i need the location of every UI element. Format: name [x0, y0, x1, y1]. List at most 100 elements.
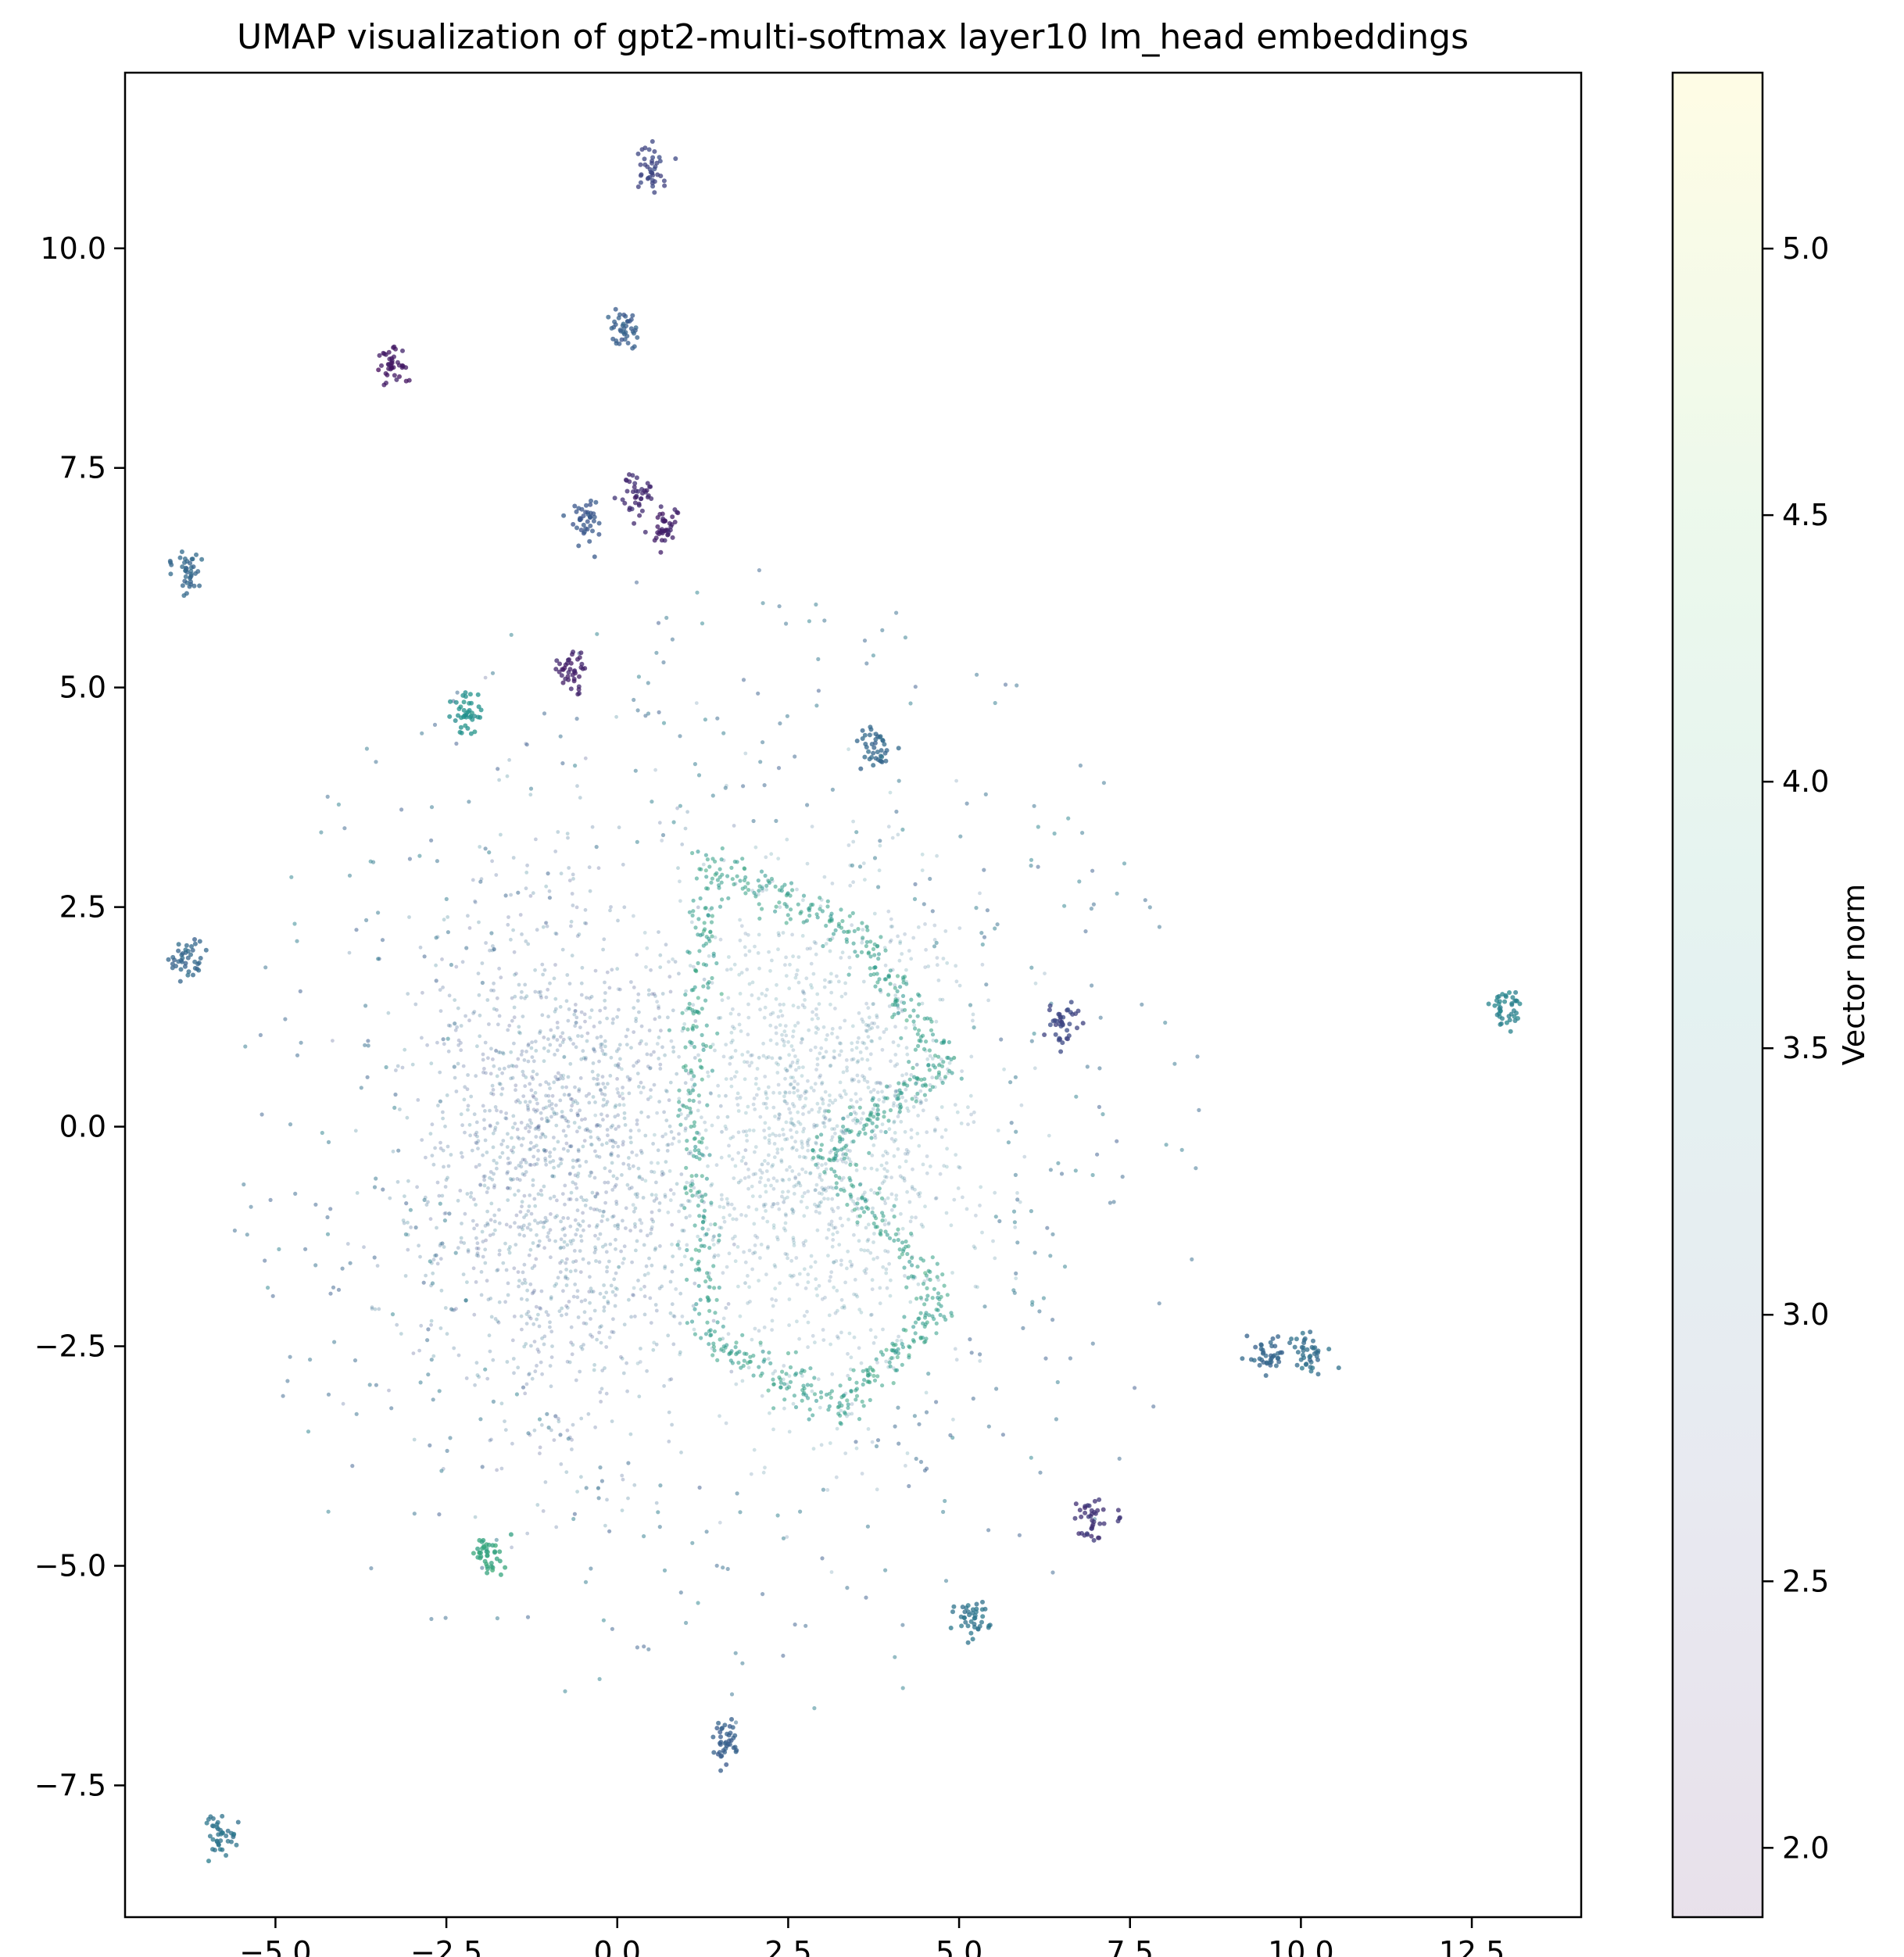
scatter-point	[750, 993, 754, 997]
scatter-point	[839, 1049, 843, 1054]
scatter-point	[639, 1039, 643, 1043]
scatter-point	[626, 1461, 631, 1465]
scatter-point	[533, 968, 537, 972]
scatter-point	[872, 740, 878, 746]
scatter-point	[757, 916, 762, 921]
scatter-point	[620, 1173, 624, 1177]
scatter-point	[697, 949, 702, 953]
scatter-point	[474, 1130, 479, 1135]
scatter-point	[489, 1297, 493, 1300]
scatter-point	[960, 1069, 964, 1073]
scatter-point	[614, 1286, 617, 1290]
scatter-point	[632, 1006, 636, 1010]
scatter-point	[846, 1249, 850, 1254]
scatter-point	[495, 1108, 499, 1113]
scatter-point	[387, 1388, 391, 1393]
scatter-point	[583, 1298, 588, 1302]
scatter-point	[689, 1319, 695, 1324]
scatter-point	[517, 1284, 521, 1289]
scatter-point	[828, 937, 832, 943]
scatter-point	[561, 513, 567, 518]
scatter-point	[684, 1068, 689, 1073]
scatter-point	[266, 1286, 270, 1290]
scatter-point	[547, 1104, 552, 1108]
scatter-point	[492, 1064, 496, 1068]
scatter-point	[787, 1323, 791, 1327]
scatter-point	[574, 1182, 578, 1186]
scatter-point	[696, 1283, 701, 1288]
scatter-point	[875, 1013, 879, 1018]
scatter-point	[1101, 1112, 1105, 1117]
scatter-point	[592, 1049, 597, 1054]
scatter-point	[438, 1140, 442, 1145]
scatter-point	[846, 1351, 850, 1356]
scatter-point	[732, 1075, 737, 1079]
scatter-point	[911, 1104, 916, 1109]
scatter-point	[671, 1342, 676, 1347]
scatter-point	[878, 843, 882, 848]
scatter-point	[497, 778, 501, 782]
scatter-point	[819, 1097, 824, 1100]
scatter-point	[668, 1279, 673, 1284]
scatter-point	[459, 1024, 463, 1028]
scatter-point	[720, 846, 725, 851]
scatter-point	[861, 1404, 866, 1408]
scatter-point	[554, 1111, 559, 1116]
scatter-point	[493, 1125, 498, 1130]
scatter-point	[538, 1306, 542, 1310]
scatter-point	[558, 1433, 563, 1437]
scatter-point	[703, 717, 708, 722]
scatter-point	[652, 538, 657, 543]
scatter-point	[957, 926, 962, 930]
scatter-point	[771, 1304, 775, 1308]
scatter-point	[1172, 1061, 1177, 1066]
scatter-point	[904, 1285, 909, 1290]
scatter-point	[341, 1401, 345, 1406]
scatter-point	[851, 819, 855, 824]
scatter-point	[875, 1168, 879, 1172]
scatter-point	[531, 1290, 535, 1294]
scatter-point	[561, 1245, 566, 1250]
scatter-point	[706, 913, 711, 918]
scatter-point	[588, 1174, 592, 1178]
scatter-point	[438, 1201, 442, 1206]
scatter-point	[800, 1074, 804, 1078]
scatter-point	[716, 1253, 721, 1258]
scatter-point	[331, 1039, 335, 1043]
scatter-point	[591, 1290, 596, 1293]
scatter-point	[488, 1233, 492, 1237]
scatter-point	[519, 1053, 524, 1057]
scatter-point	[403, 1274, 408, 1278]
scatter-point	[883, 1218, 887, 1222]
scatter-point	[782, 1094, 786, 1099]
scatter-point	[971, 1018, 975, 1023]
scatter-point	[1029, 1455, 1033, 1460]
scatter-point	[575, 1113, 580, 1118]
scatter-point	[564, 1118, 568, 1123]
scatter-point	[818, 1200, 822, 1205]
scatter-point	[491, 1092, 496, 1097]
scatter-point	[521, 1094, 526, 1098]
scatter-point	[528, 1316, 533, 1321]
scatter-point	[496, 1320, 501, 1325]
scatter-point	[362, 1245, 366, 1250]
scatter-point	[871, 750, 876, 756]
scatter-point	[881, 1265, 886, 1269]
scatter-point	[1308, 1329, 1313, 1335]
scatter-point	[811, 1089, 816, 1093]
scatter-point	[789, 1275, 794, 1279]
scatter-point	[922, 1093, 927, 1097]
scatter-point	[785, 1137, 789, 1141]
scatter-point	[395, 1179, 400, 1184]
scatter-point	[354, 928, 359, 932]
scatter-point	[666, 1143, 671, 1147]
scatter-point	[587, 1092, 591, 1096]
scatter-point	[823, 1116, 828, 1121]
scatter-point	[441, 1116, 445, 1121]
scatter-point	[861, 1368, 865, 1373]
scatter-point	[777, 1115, 782, 1120]
scatter-point	[259, 1112, 264, 1117]
scatter-point	[859, 1361, 864, 1365]
scatter-point	[918, 1459, 924, 1465]
scatter-point	[790, 1169, 795, 1173]
